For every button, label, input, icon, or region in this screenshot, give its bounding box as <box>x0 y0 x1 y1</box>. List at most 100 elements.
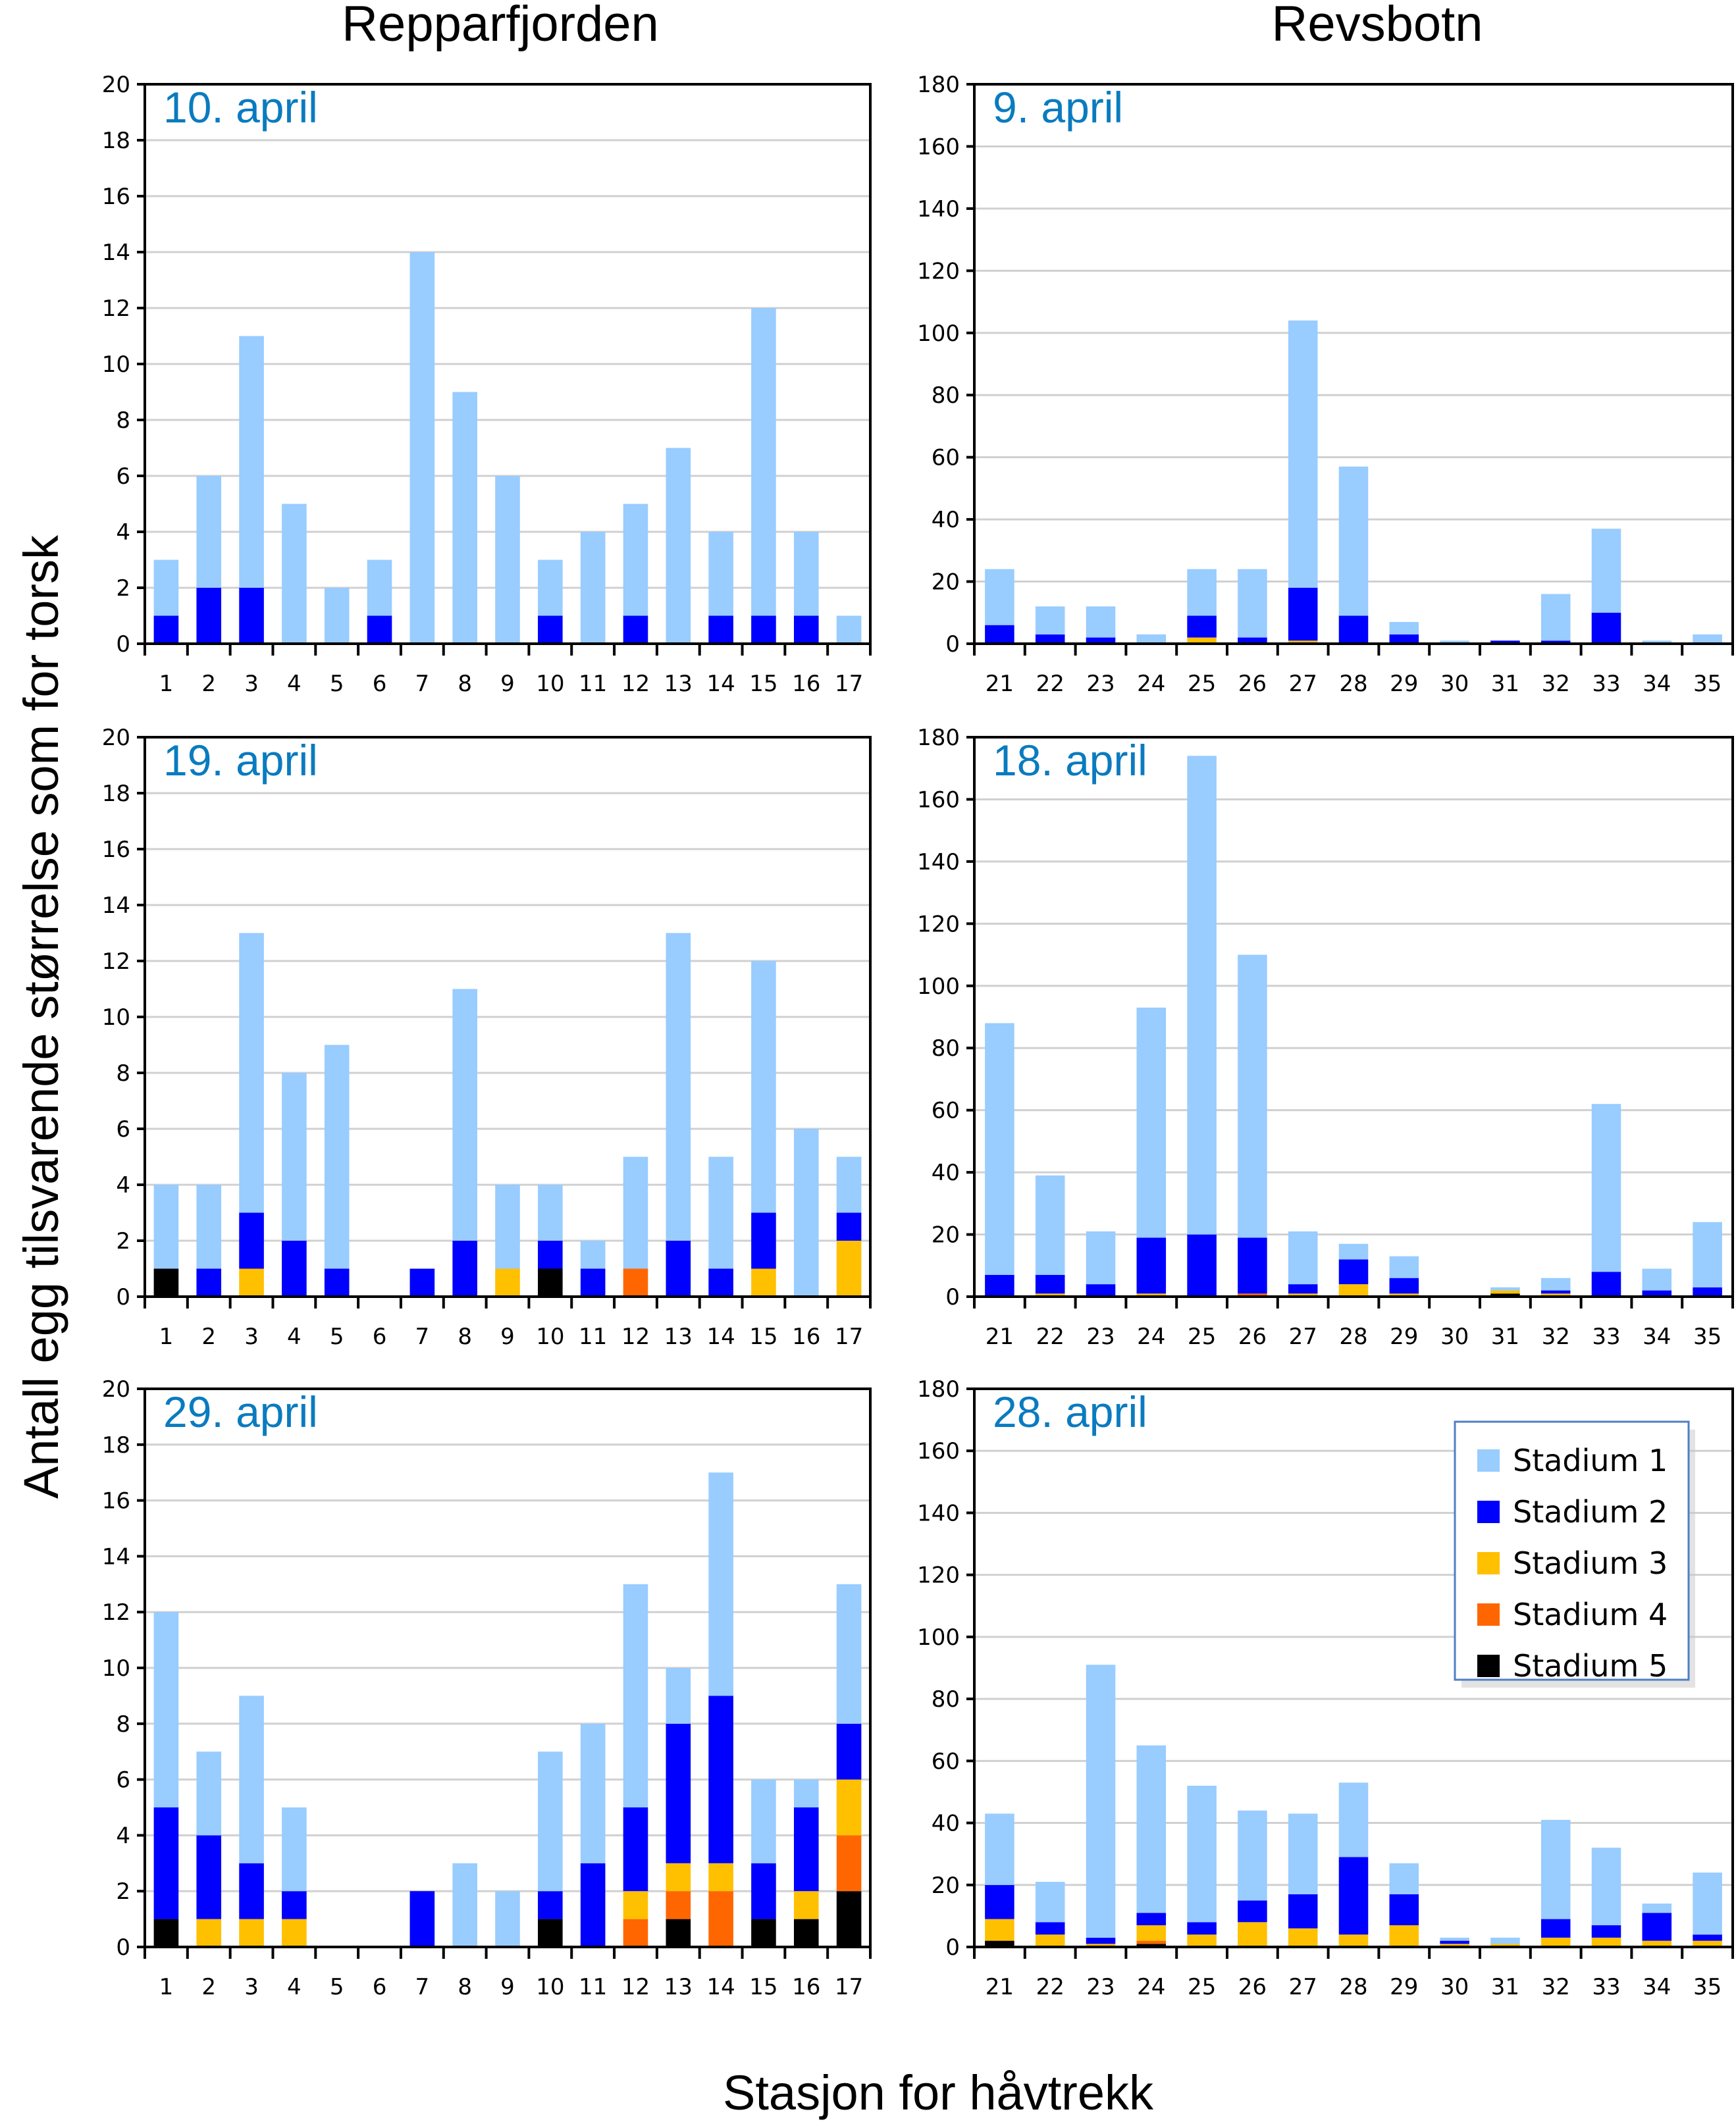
y-tick-label: 4 <box>116 1172 130 1199</box>
plot-frame <box>144 736 872 1298</box>
legend-label-2: Stadium 2 <box>1513 1494 1668 1530</box>
bar-segment-stadium-1 <box>985 569 1014 625</box>
x-tick-label: 28 <box>1339 1974 1367 2000</box>
y-tick-label: 80 <box>932 1686 960 1713</box>
chart-panel-5: 0 20 40 60 80 100 120 140 160 180 21 22 23 24 25 26 27 28… <box>917 1376 1734 2000</box>
bar-segment-stadium-3 <box>623 1891 648 1919</box>
bar-segment-stadium-2 <box>1035 1274 1065 1294</box>
x-axis-label: Stasjon for håvtrekk <box>723 2065 1154 2120</box>
y-tick-label: 10 <box>102 1004 130 1031</box>
y-tick-label: 0 <box>945 1284 960 1310</box>
x-tick-label: 4 <box>287 1974 302 2000</box>
bar-segment-stadium-2 <box>751 1212 776 1269</box>
x-tick-label: 24 <box>1137 1324 1165 1350</box>
bar-segment-stadium-2 <box>836 1723 862 1780</box>
x-tick-label: 26 <box>1238 671 1267 697</box>
x-tick-label: 7 <box>415 1324 430 1350</box>
bar-segment-stadium-1 <box>1086 1665 1116 1938</box>
x-tick-label: 32 <box>1542 1324 1570 1350</box>
bar-segment-stadium-1 <box>452 989 477 1241</box>
bar-segment-stadium-3 <box>1540 1937 1571 1947</box>
bar-segment-stadium-1 <box>1288 320 1318 588</box>
x-tick-label: 31 <box>1491 671 1519 697</box>
bar-segment-stadium-1 <box>751 1779 776 1863</box>
bar-segment-stadium-1 <box>1238 954 1267 1238</box>
legend-swatch-1 <box>1477 1449 1500 1472</box>
bar-segment-stadium-2 <box>196 588 222 644</box>
x-tick-label: 12 <box>621 1324 650 1350</box>
x-tick-label: 10 <box>536 671 564 697</box>
bar-segment-stadium-1 <box>538 1185 563 1241</box>
x-tick-label: 34 <box>1643 1974 1671 2000</box>
legend: Stadium 1 Stadium 2 Stadium 3 Stadium 4 Stad… <box>1454 1420 1695 1688</box>
bar-segment-stadium-1 <box>580 1241 606 1269</box>
x-tick-label: 21 <box>986 671 1014 697</box>
bar-segment-stadium-3 <box>1136 1293 1167 1297</box>
bar-segment-stadium-1 <box>1086 606 1116 638</box>
bar-segment-stadium-1 <box>1288 1231 1318 1285</box>
x-tick-label: 10 <box>536 1324 564 1350</box>
x-tick-label: 6 <box>373 1324 387 1350</box>
bar-segment-stadium-3 <box>666 1863 691 1892</box>
bar-segment-stadium-3 <box>1035 1293 1065 1297</box>
x-tick-label: 16 <box>792 671 820 697</box>
bar-segment-stadium-5 <box>538 1919 563 1947</box>
bar-segment-stadium-3 <box>751 1268 776 1297</box>
y-tick-label: 20 <box>932 1222 960 1249</box>
bar-segment-stadium-1 <box>985 1023 1014 1275</box>
bar-segment-stadium-1 <box>623 1156 648 1269</box>
y-tick-label: 120 <box>917 258 960 284</box>
x-tick-label: 22 <box>1036 671 1065 697</box>
x-tick-label: 29 <box>1390 671 1418 697</box>
y-tick-label: 180 <box>917 1376 960 1403</box>
x-tick-label: 29 <box>1390 1974 1418 2000</box>
x-tick-label: 34 <box>1643 1324 1671 1350</box>
bar-segment-stadium-1 <box>793 532 819 616</box>
bar-segment-stadium-2 <box>538 1891 563 1919</box>
y-tick-label: 100 <box>917 1624 960 1651</box>
bar-segment-stadium-2 <box>196 1835 222 1919</box>
bar-segment-stadium-3 <box>1086 1944 1116 1947</box>
bar-segment-stadium-1 <box>153 559 179 616</box>
legend-swatch-3 <box>1477 1552 1500 1574</box>
bar-segment-stadium-3 <box>282 1919 307 1947</box>
y-tick-label: 160 <box>917 1438 960 1465</box>
bar-segment-stadium-2 <box>1338 1259 1369 1285</box>
bar-segment-stadium-1 <box>495 1891 520 1947</box>
bar-segment-stadium-1 <box>1642 1904 1672 1913</box>
bar-segment-stadium-5 <box>836 1891 862 1947</box>
bar-segment-stadium-1 <box>666 1668 691 1724</box>
bar-segment-stadium-4 <box>708 1891 733 1947</box>
x-tick-label: 32 <box>1542 1974 1570 2000</box>
bar-segment-stadium-2 <box>1338 1857 1369 1935</box>
y-tick-label: 18 <box>102 781 130 807</box>
bar-segment-stadium-2 <box>708 1268 733 1297</box>
bar-segment-stadium-2 <box>1238 637 1267 644</box>
bar-segment-stadium-2 <box>793 615 819 644</box>
x-tick-label: 25 <box>1188 1324 1216 1350</box>
x-tick-label: 21 <box>986 1974 1014 2000</box>
x-tick-label: 15 <box>749 671 777 697</box>
bar-segment-stadium-2 <box>1035 1922 1065 1935</box>
bar-segment-stadium-2 <box>1288 1284 1318 1294</box>
bar-segment-stadium-3 <box>1591 1937 1621 1947</box>
bar-segment-stadium-3 <box>196 1919 222 1947</box>
x-tick-label: 12 <box>621 1974 650 2000</box>
bar-segment-stadium-2 <box>1238 1900 1267 1923</box>
x-tick-label: 26 <box>1238 1974 1267 2000</box>
bar-segment-stadium-4 <box>836 1835 862 1892</box>
y-tick-label: 140 <box>917 1500 960 1526</box>
bar-segment-stadium-3 <box>239 1919 264 1947</box>
bar-segment-stadium-5 <box>153 1268 179 1297</box>
bar-segment-stadium-1 <box>1440 640 1469 644</box>
x-tick-label: 28 <box>1339 671 1367 697</box>
y-tick-label: 20 <box>102 1376 130 1403</box>
bar-segment-stadium-3 <box>1440 1944 1469 1947</box>
bar-segment-stadium-2 <box>1187 1234 1217 1297</box>
x-tick-label: 17 <box>835 671 863 697</box>
bar-segment-stadium-1 <box>1693 634 1722 644</box>
bar-segment-stadium-2 <box>1187 615 1217 638</box>
bar-segment-stadium-4 <box>623 1919 648 1947</box>
